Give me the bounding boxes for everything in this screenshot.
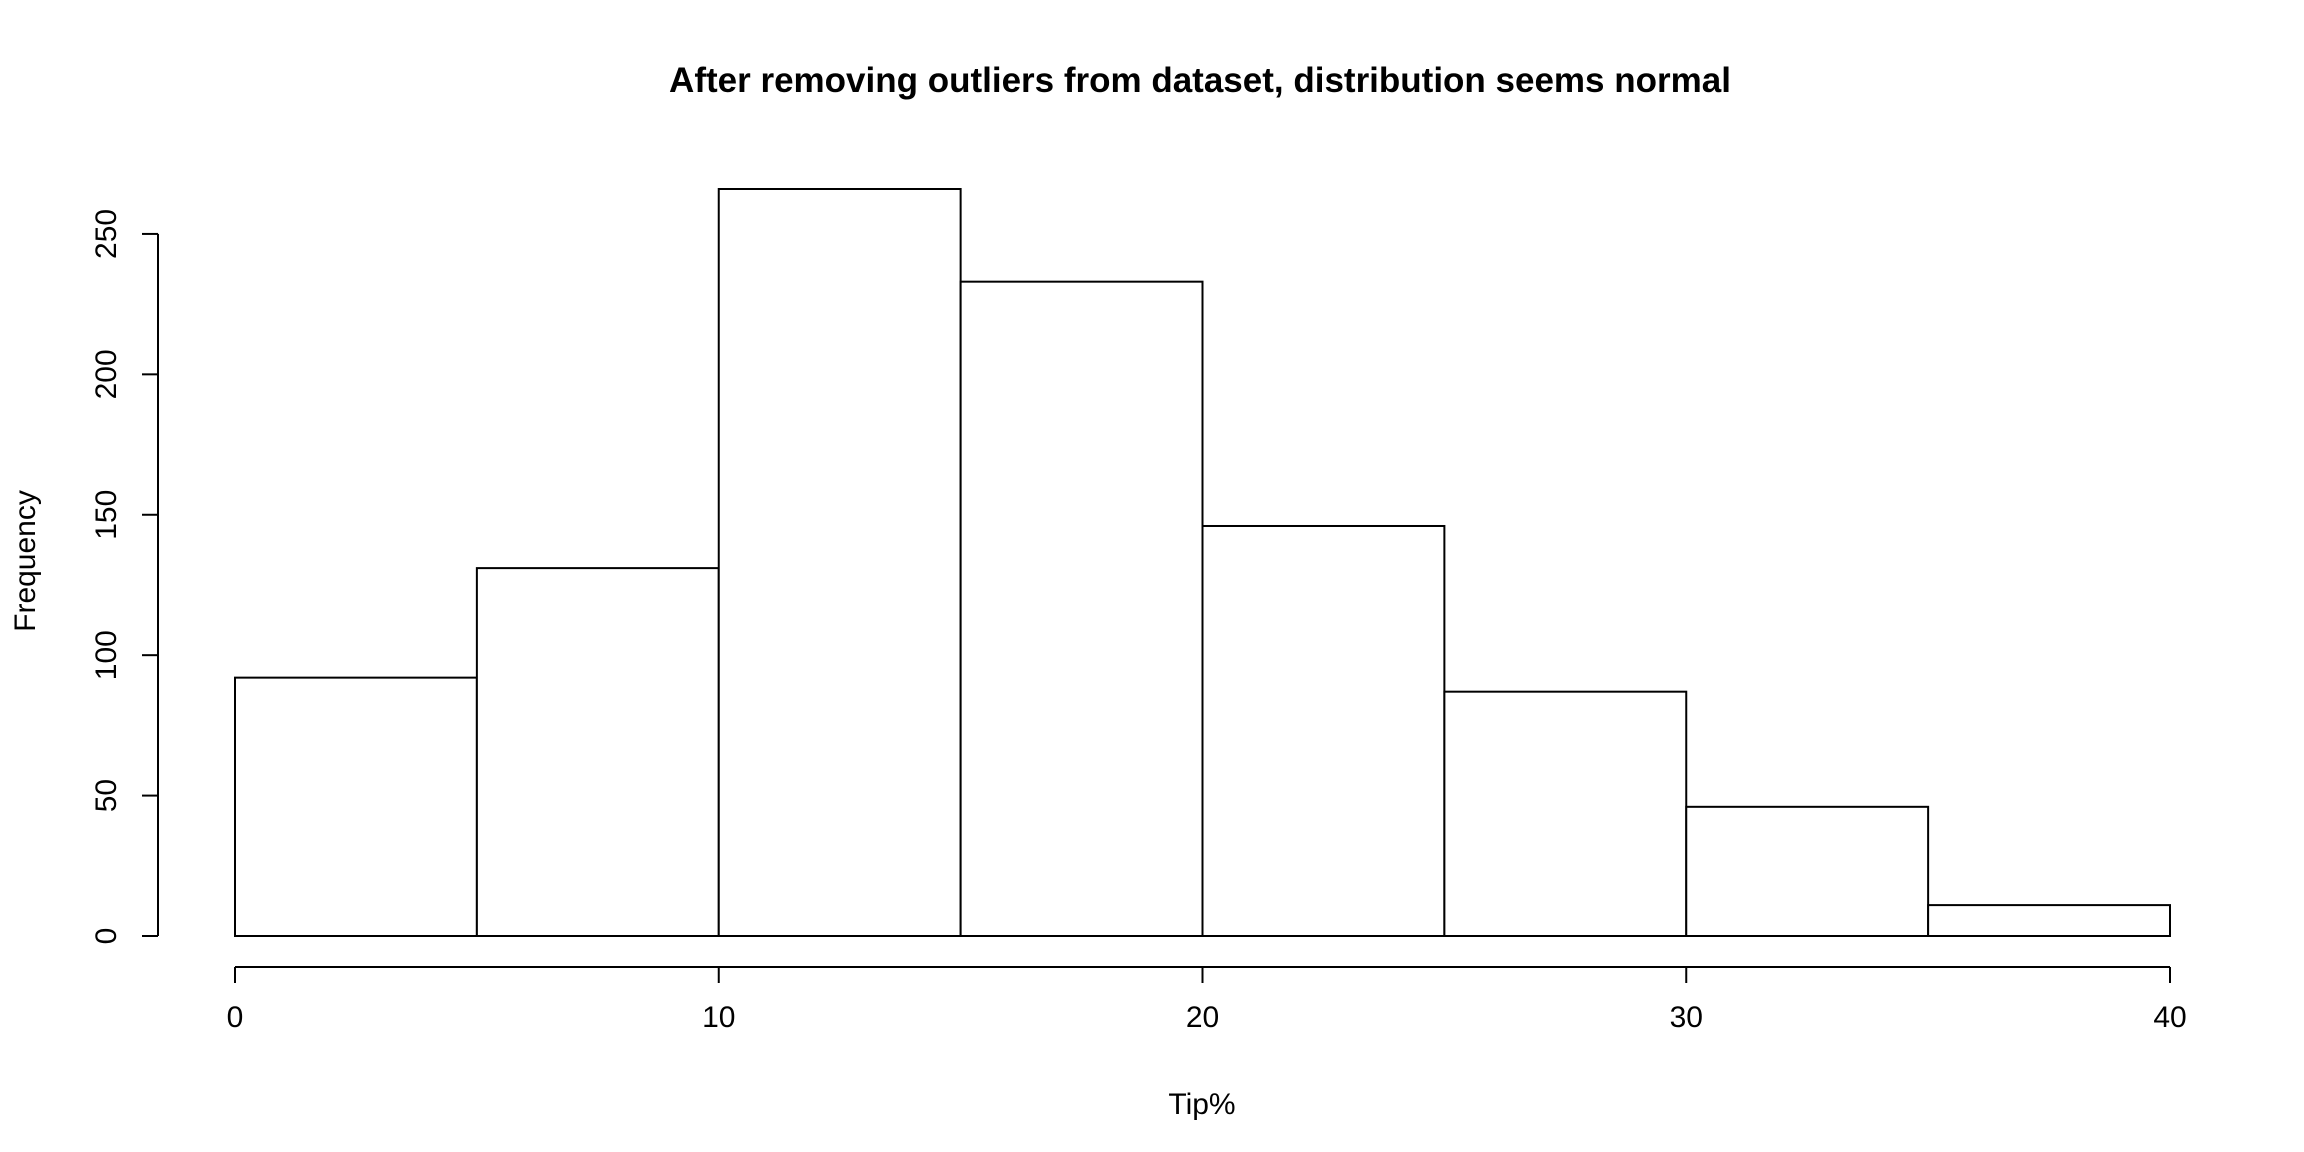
x-tick-label: 0 [227, 1001, 244, 1034]
histogram-bar-25-30 [1443, 690, 1688, 938]
x-tick-label: 20 [1186, 1001, 1219, 1034]
histogram-bar-30-35 [1685, 805, 1930, 937]
y-tick-label: 150 [90, 490, 123, 540]
y-tick-label: 200 [90, 349, 123, 399]
histogram-bar-10-15 [717, 188, 962, 937]
y-tick-label: 250 [90, 209, 123, 259]
chart-title: After removing outliers from dataset, di… [669, 61, 1731, 100]
y-tick-label: 0 [90, 928, 123, 945]
histogram-bar-5-10 [475, 567, 720, 937]
histogram-bar-35-40 [1927, 904, 2171, 937]
histogram-bar-15-20 [959, 280, 1204, 938]
y-tick-label: 50 [90, 779, 123, 812]
bars-group [234, 188, 2171, 938]
histogram-bar-0-5 [234, 676, 478, 937]
histogram-bar-20-25 [1201, 524, 1446, 937]
y-tick-label: 100 [90, 630, 123, 680]
x-tick-label: 30 [1670, 1001, 1703, 1034]
x-axis-label: Tip% [1168, 1088, 1235, 1121]
y-axis: 0 50 100 150 200 250 [90, 209, 159, 945]
x-tick-label: 40 [2153, 1001, 2186, 1034]
y-axis-label: Frequency [9, 490, 42, 632]
x-axis: 0 10 20 30 40 [227, 966, 2187, 1034]
x-tick-label: 10 [702, 1001, 735, 1034]
